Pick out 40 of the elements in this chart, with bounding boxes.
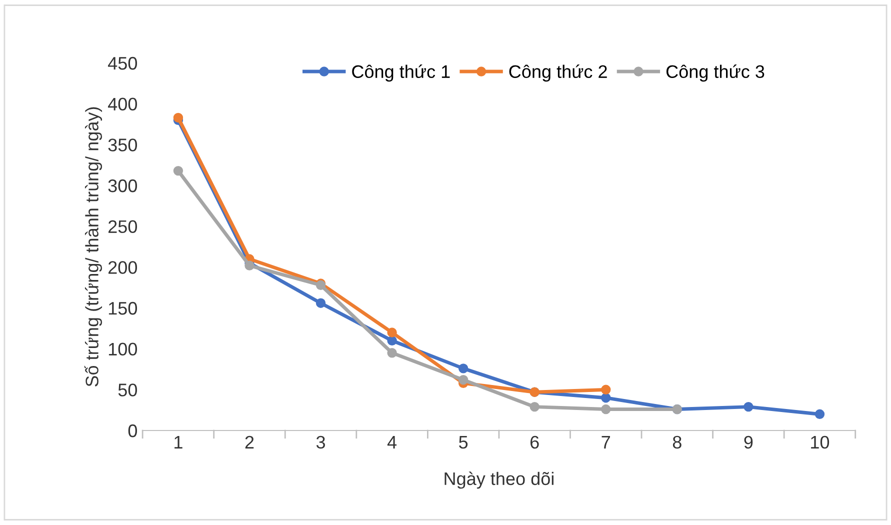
point <box>530 402 540 412</box>
point <box>387 336 397 346</box>
point <box>814 409 825 420</box>
legend-label: Công thức 2 <box>509 64 607 82</box>
y-tick-label: 300 <box>108 179 137 192</box>
y-tick-label: 400 <box>108 98 137 111</box>
point <box>316 298 326 308</box>
y-tick-label: 450 <box>108 56 137 70</box>
y-tick-label: 50 <box>118 384 137 396</box>
point <box>601 384 611 395</box>
x-tick-label: 10 <box>811 436 830 449</box>
point <box>173 112 184 123</box>
x-tick-label: 7 <box>602 436 610 448</box>
y-axis-title: Số trứng (trứng/ thành trùng/ ngày) <box>84 107 102 386</box>
y-tick-label: 150 <box>108 302 137 315</box>
x-tick-label: 3 <box>316 436 325 449</box>
point <box>244 260 254 270</box>
x-tick-label: 1 <box>174 436 182 448</box>
point <box>458 364 468 374</box>
point <box>601 404 611 414</box>
x-tick-label: 6 <box>530 436 539 449</box>
point <box>387 328 397 338</box>
x-tick-label: 5 <box>459 436 468 449</box>
legend-label: Công thức 3 <box>666 64 764 82</box>
point <box>744 402 754 412</box>
y-tick-label: 350 <box>108 138 137 152</box>
legend-label: Công thức 1 <box>352 64 450 82</box>
x-tick-label: 9 <box>744 436 753 449</box>
y-tick-label: 100 <box>108 342 137 356</box>
y-tick-label: 0 <box>128 424 137 438</box>
y-tick-label: 250 <box>108 220 137 234</box>
point <box>458 375 468 385</box>
x-tick-label: 4 <box>387 436 397 448</box>
y-tick-label: 200 <box>108 261 137 274</box>
point <box>173 166 184 176</box>
x-tick-label: 8 <box>672 436 682 449</box>
point <box>601 392 611 403</box>
x-axis-title: Ngày theo dõi <box>444 472 554 489</box>
x-tick-label: 2 <box>245 436 254 448</box>
point <box>387 348 397 358</box>
